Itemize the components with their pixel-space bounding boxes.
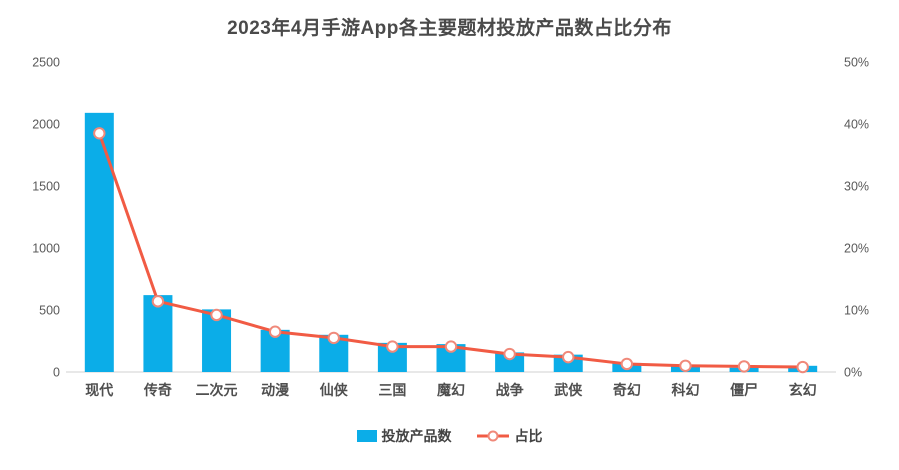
y-axis-right-tick: 40%	[844, 118, 869, 132]
x-axis-label-二次元: 二次元	[196, 382, 238, 398]
line-marker-二次元[interactable]	[210, 308, 223, 322]
x-axis-label-三国: 三国	[378, 382, 406, 398]
x-axis-label-玄幻: 玄幻	[789, 382, 817, 398]
legend-line-series-label: 占比	[514, 428, 543, 444]
line-series-marker-icon	[476, 430, 509, 442]
line-marker-魔幻[interactable]	[444, 340, 458, 353]
x-axis-label-现代: 现代	[85, 382, 113, 398]
line-marker-玄幻[interactable]	[796, 360, 809, 374]
x-axis-label-僵尸: 僵尸	[730, 382, 758, 398]
chart-title: 2023年4月手游App各主要题材投放产品数占比分布	[227, 18, 672, 39]
line-marker-现代[interactable]	[93, 127, 106, 140]
y-axis-right-tick: 20%	[844, 242, 869, 256]
y-axis-left-tick: 2500	[32, 56, 60, 70]
y-axis-right-tick: 10%	[844, 304, 869, 318]
legend-item-line-series[interactable]: 占比	[476, 426, 543, 446]
y-axis-right-tick: 30%	[844, 180, 869, 194]
x-axis-label-仙侠: 仙侠	[320, 382, 349, 398]
y-axis-left-tick: 1000	[32, 242, 60, 256]
bar-战争[interactable]	[495, 352, 525, 372]
x-axis-label-武侠: 武侠	[554, 382, 583, 398]
bar-现代[interactable]	[84, 112, 114, 372]
line-marker-奇幻[interactable]	[620, 357, 634, 371]
legend-bar-series-label: 投放产品数	[381, 428, 452, 444]
y-axis-right-tick: 0%	[844, 366, 862, 380]
line-marker-传奇[interactable]	[151, 295, 165, 308]
x-axis-label-奇幻: 奇幻	[613, 382, 641, 398]
y-axis-left-tick: 2000	[32, 118, 60, 132]
line-marker-科幻[interactable]	[679, 359, 692, 372]
line-marker-武侠[interactable]	[562, 350, 575, 364]
y-axis-left-tick: 500	[39, 304, 60, 318]
x-axis-label-科幻: 科幻	[671, 382, 699, 398]
line-marker-三国[interactable]	[386, 340, 399, 353]
line-marker-动漫[interactable]	[268, 325, 282, 338]
y-axis-right-tick: 50%	[844, 56, 869, 70]
legend: 投放产品数 占比	[0, 426, 899, 446]
x-axis-label-动漫: 动漫	[261, 382, 290, 398]
line-marker-仙侠[interactable]	[327, 331, 340, 345]
bar-传奇[interactable]	[143, 295, 173, 372]
line-marker-战争[interactable]	[503, 347, 516, 361]
line-marker-僵尸[interactable]	[737, 360, 751, 373]
y-axis-left-tick: 1500	[32, 180, 60, 194]
legend-item-bar-series[interactable]: 投放产品数	[356, 426, 452, 446]
x-axis-label-魔幻: 魔幻	[437, 382, 465, 398]
x-axis-label-战争: 战争	[496, 382, 524, 398]
x-axis-label-传奇: 传奇	[143, 382, 172, 398]
y-axis-left-tick: 0	[53, 366, 60, 380]
bar-series-swatch-icon	[356, 430, 377, 442]
